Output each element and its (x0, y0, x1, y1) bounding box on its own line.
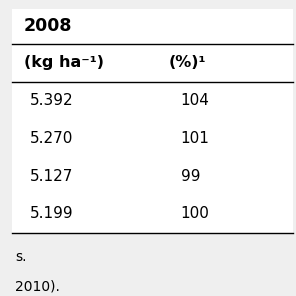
Text: 99: 99 (181, 169, 200, 184)
Text: 104: 104 (181, 93, 210, 108)
Text: 5.270: 5.270 (30, 131, 73, 146)
Text: 101: 101 (181, 131, 210, 146)
Text: (%)¹: (%)¹ (169, 55, 206, 70)
Text: (kg ha⁻¹): (kg ha⁻¹) (24, 55, 104, 70)
Text: s.: s. (15, 250, 26, 264)
Text: 5.127: 5.127 (30, 169, 73, 184)
Text: 2010).: 2010). (15, 279, 60, 293)
Text: 2008: 2008 (24, 17, 72, 35)
FancyBboxPatch shape (12, 9, 293, 233)
Text: 5.392: 5.392 (30, 93, 73, 108)
Text: 5.199: 5.199 (30, 207, 73, 221)
Text: 100: 100 (181, 207, 210, 221)
